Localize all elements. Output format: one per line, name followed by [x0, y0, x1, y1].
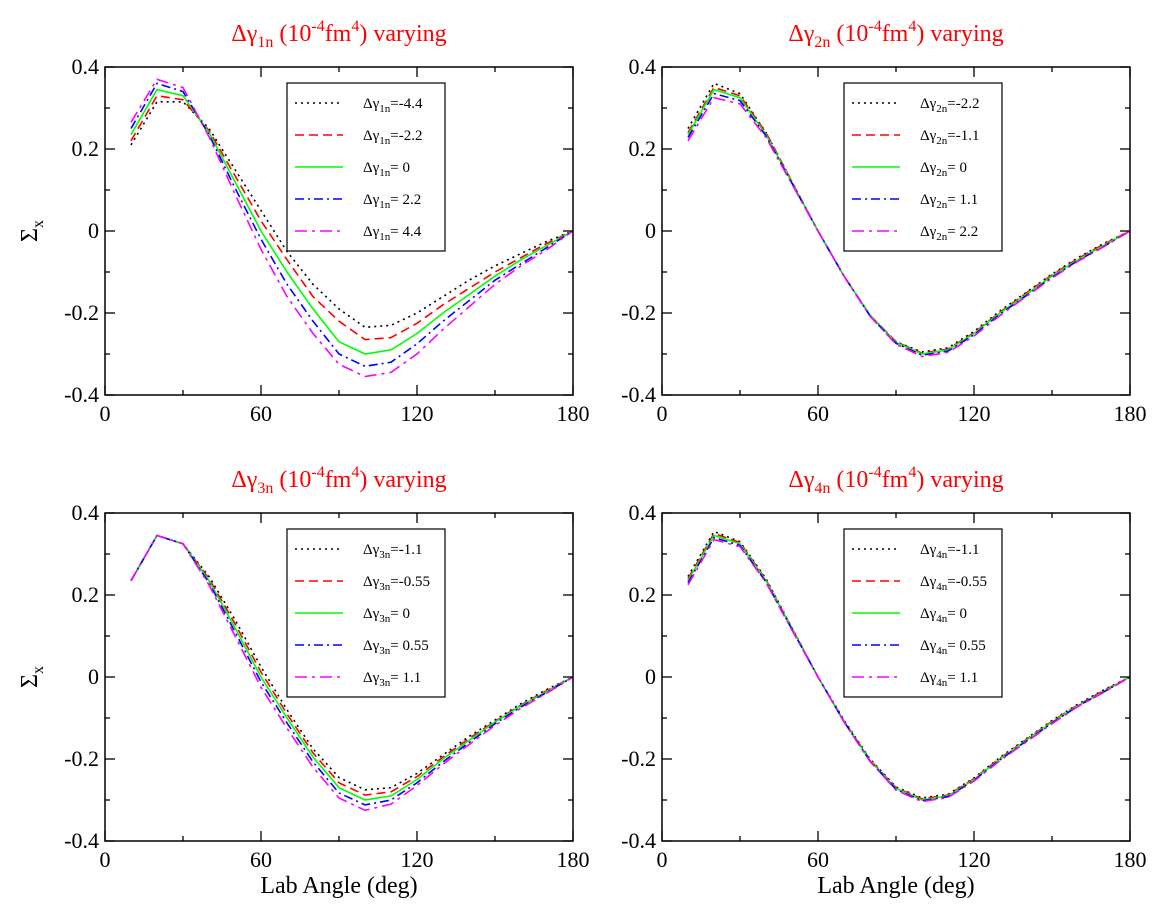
- y-tick-label: 0: [88, 664, 99, 689]
- series-group: [687, 82, 1130, 358]
- series-line-4: [130, 82, 573, 368]
- x-tick-label: 0: [657, 401, 668, 426]
- x-tick-label: 120: [401, 401, 434, 426]
- legend: Δγ4n=-1.1 Δγ4n=-0.55 Δγ4n= 0 Δγ4n= 0.55 Δγ4n…: [843, 528, 1003, 698]
- y-tick-label: -0.2: [621, 300, 656, 325]
- x-tick-label: 60: [807, 401, 829, 426]
- x-tick-label: 180: [1114, 847, 1147, 872]
- chart-panel-2: Δγ2n (10-4fm4) varying 0 60 120 180 -0.4 -0.2 0…: [621, 18, 1146, 426]
- legend-box: [843, 82, 1003, 252]
- legend-entry: Δγ1n=-2.2: [363, 128, 423, 147]
- series-line-5: [687, 538, 1130, 803]
- chart-panel-4: Δγ4n (10-4fm4) varying 0 60 120 180 -0.4 -0.2 0…: [621, 464, 1146, 899]
- legend-entry: Δγ2n= 1.1: [920, 192, 978, 211]
- y-tick-label: 0.2: [629, 136, 657, 161]
- y-tick-label: -0.4: [621, 382, 656, 407]
- y-axis-label: Σx: [17, 666, 47, 688]
- x-tick-label: 180: [557, 847, 590, 872]
- y-tick-label: -0.2: [621, 746, 656, 771]
- chart-title: Δγ2n (10-4fm4) varying: [788, 18, 1003, 51]
- series-line-2: [130, 94, 573, 341]
- y-tick-label: 0.2: [629, 582, 657, 607]
- x-tick-label: 0: [657, 847, 668, 872]
- series-line-3: [130, 534, 573, 801]
- chart-title: Δγ4n (10-4fm4) varying: [788, 464, 1003, 497]
- y-tick-label: 0: [645, 664, 656, 689]
- legend-entry: Δγ4n= 1.1: [920, 670, 978, 689]
- x-tick-label: 120: [401, 847, 434, 872]
- series-line-3: [687, 88, 1130, 355]
- series-group: [130, 78, 573, 378]
- legend-entry: Δγ1n= 0: [363, 160, 410, 179]
- y-tick-label: -0.4: [64, 828, 99, 853]
- y-tick-label: -0.4: [621, 828, 656, 853]
- series-line-1: [130, 534, 573, 791]
- legend-entry: Δγ1n= 2.2: [363, 192, 421, 211]
- y-tick-label: 0: [88, 218, 99, 243]
- legend-entry: Δγ3n=-0.55: [363, 574, 430, 593]
- legend-entry: Δγ3n=-1.1: [363, 542, 423, 561]
- legend-entry: Δγ2n= 0: [920, 160, 967, 179]
- legend-entry: Δγ2n=-1.1: [920, 128, 980, 147]
- legend-entry: Δγ1n=-4.4: [363, 96, 423, 115]
- series-group: [687, 530, 1130, 803]
- chart-title: Δγ3n (10-4fm4) varying: [231, 464, 446, 497]
- y-tick-label: -0.2: [64, 300, 99, 325]
- x-axis-label: Lab Angle (deg): [260, 873, 417, 899]
- x-tick-label: 120: [958, 847, 991, 872]
- legend-entry: Δγ4n=-0.55: [920, 574, 987, 593]
- x-tick-label: 60: [250, 847, 272, 872]
- x-tick-label: 120: [958, 401, 991, 426]
- y-tick-label: 0.2: [72, 582, 100, 607]
- x-tick-label: 180: [1114, 401, 1147, 426]
- legend-entry: Δγ1n= 4.4: [363, 224, 422, 243]
- series-line-4: [130, 534, 573, 806]
- x-tick-label: 0: [100, 847, 111, 872]
- chart-panel-3: Δγ3n (10-4fm4) varying 0 60 120 180 -0.4 -0.2 0…: [17, 464, 590, 899]
- x-tick-label: 180: [557, 401, 590, 426]
- y-tick-label: 0.4: [629, 54, 657, 79]
- y-tick-label: 0.4: [629, 500, 657, 525]
- legend: Δγ2n=-2.2 Δγ2n=-1.1 Δγ2n= 0 Δγ2n= 1.1 Δγ2n= …: [843, 82, 1003, 252]
- legend-entry: Δγ3n= 0: [363, 606, 410, 625]
- legend: Δγ3n=-1.1 Δγ3n=-0.55 Δγ3n= 0 Δγ3n= 0.55 Δγ3n…: [286, 528, 446, 698]
- y-tick-label: -0.2: [64, 746, 99, 771]
- y-tick-label: -0.4: [64, 382, 99, 407]
- y-tick-label: 0: [645, 218, 656, 243]
- series-line-5: [130, 78, 573, 378]
- legend-entry: Δγ2n=-2.2: [920, 96, 980, 115]
- legend-entry: Δγ3n= 0.55: [363, 638, 429, 657]
- y-axis-label: Σx: [17, 220, 47, 242]
- x-tick-label: 60: [250, 401, 272, 426]
- series-line-5: [130, 534, 573, 812]
- chart-panel-1: Δγ1n (10-4fm4) varying 0 60 120 180 -0.4 -0.2 0…: [17, 18, 590, 426]
- legend-entry: Δγ4n=-1.1: [920, 542, 980, 561]
- x-tick-label: 0: [100, 401, 111, 426]
- x-tick-label: 60: [807, 847, 829, 872]
- legend-entry: Δγ4n= 0: [920, 606, 967, 625]
- legend-entry: Δγ3n= 1.1: [363, 670, 421, 689]
- series-group: [130, 534, 573, 812]
- series-line-5: [687, 96, 1130, 358]
- x-axis-label: Lab Angle (deg): [817, 873, 974, 899]
- y-tick-label: 0.2: [72, 136, 100, 161]
- legend: Δγ1n=-4.4 Δγ1n=-2.2 Δγ1n= 0 Δγ1n= 2.2 Δγ1n= …: [286, 82, 446, 252]
- y-tick-label: 0.4: [72, 500, 100, 525]
- chart-title: Δγ1n (10-4fm4) varying: [231, 18, 446, 51]
- y-tick-label: 0.4: [72, 54, 100, 79]
- legend-entry: Δγ2n= 2.2: [920, 224, 978, 243]
- legend-entry: Δγ4n= 0.55: [920, 638, 986, 657]
